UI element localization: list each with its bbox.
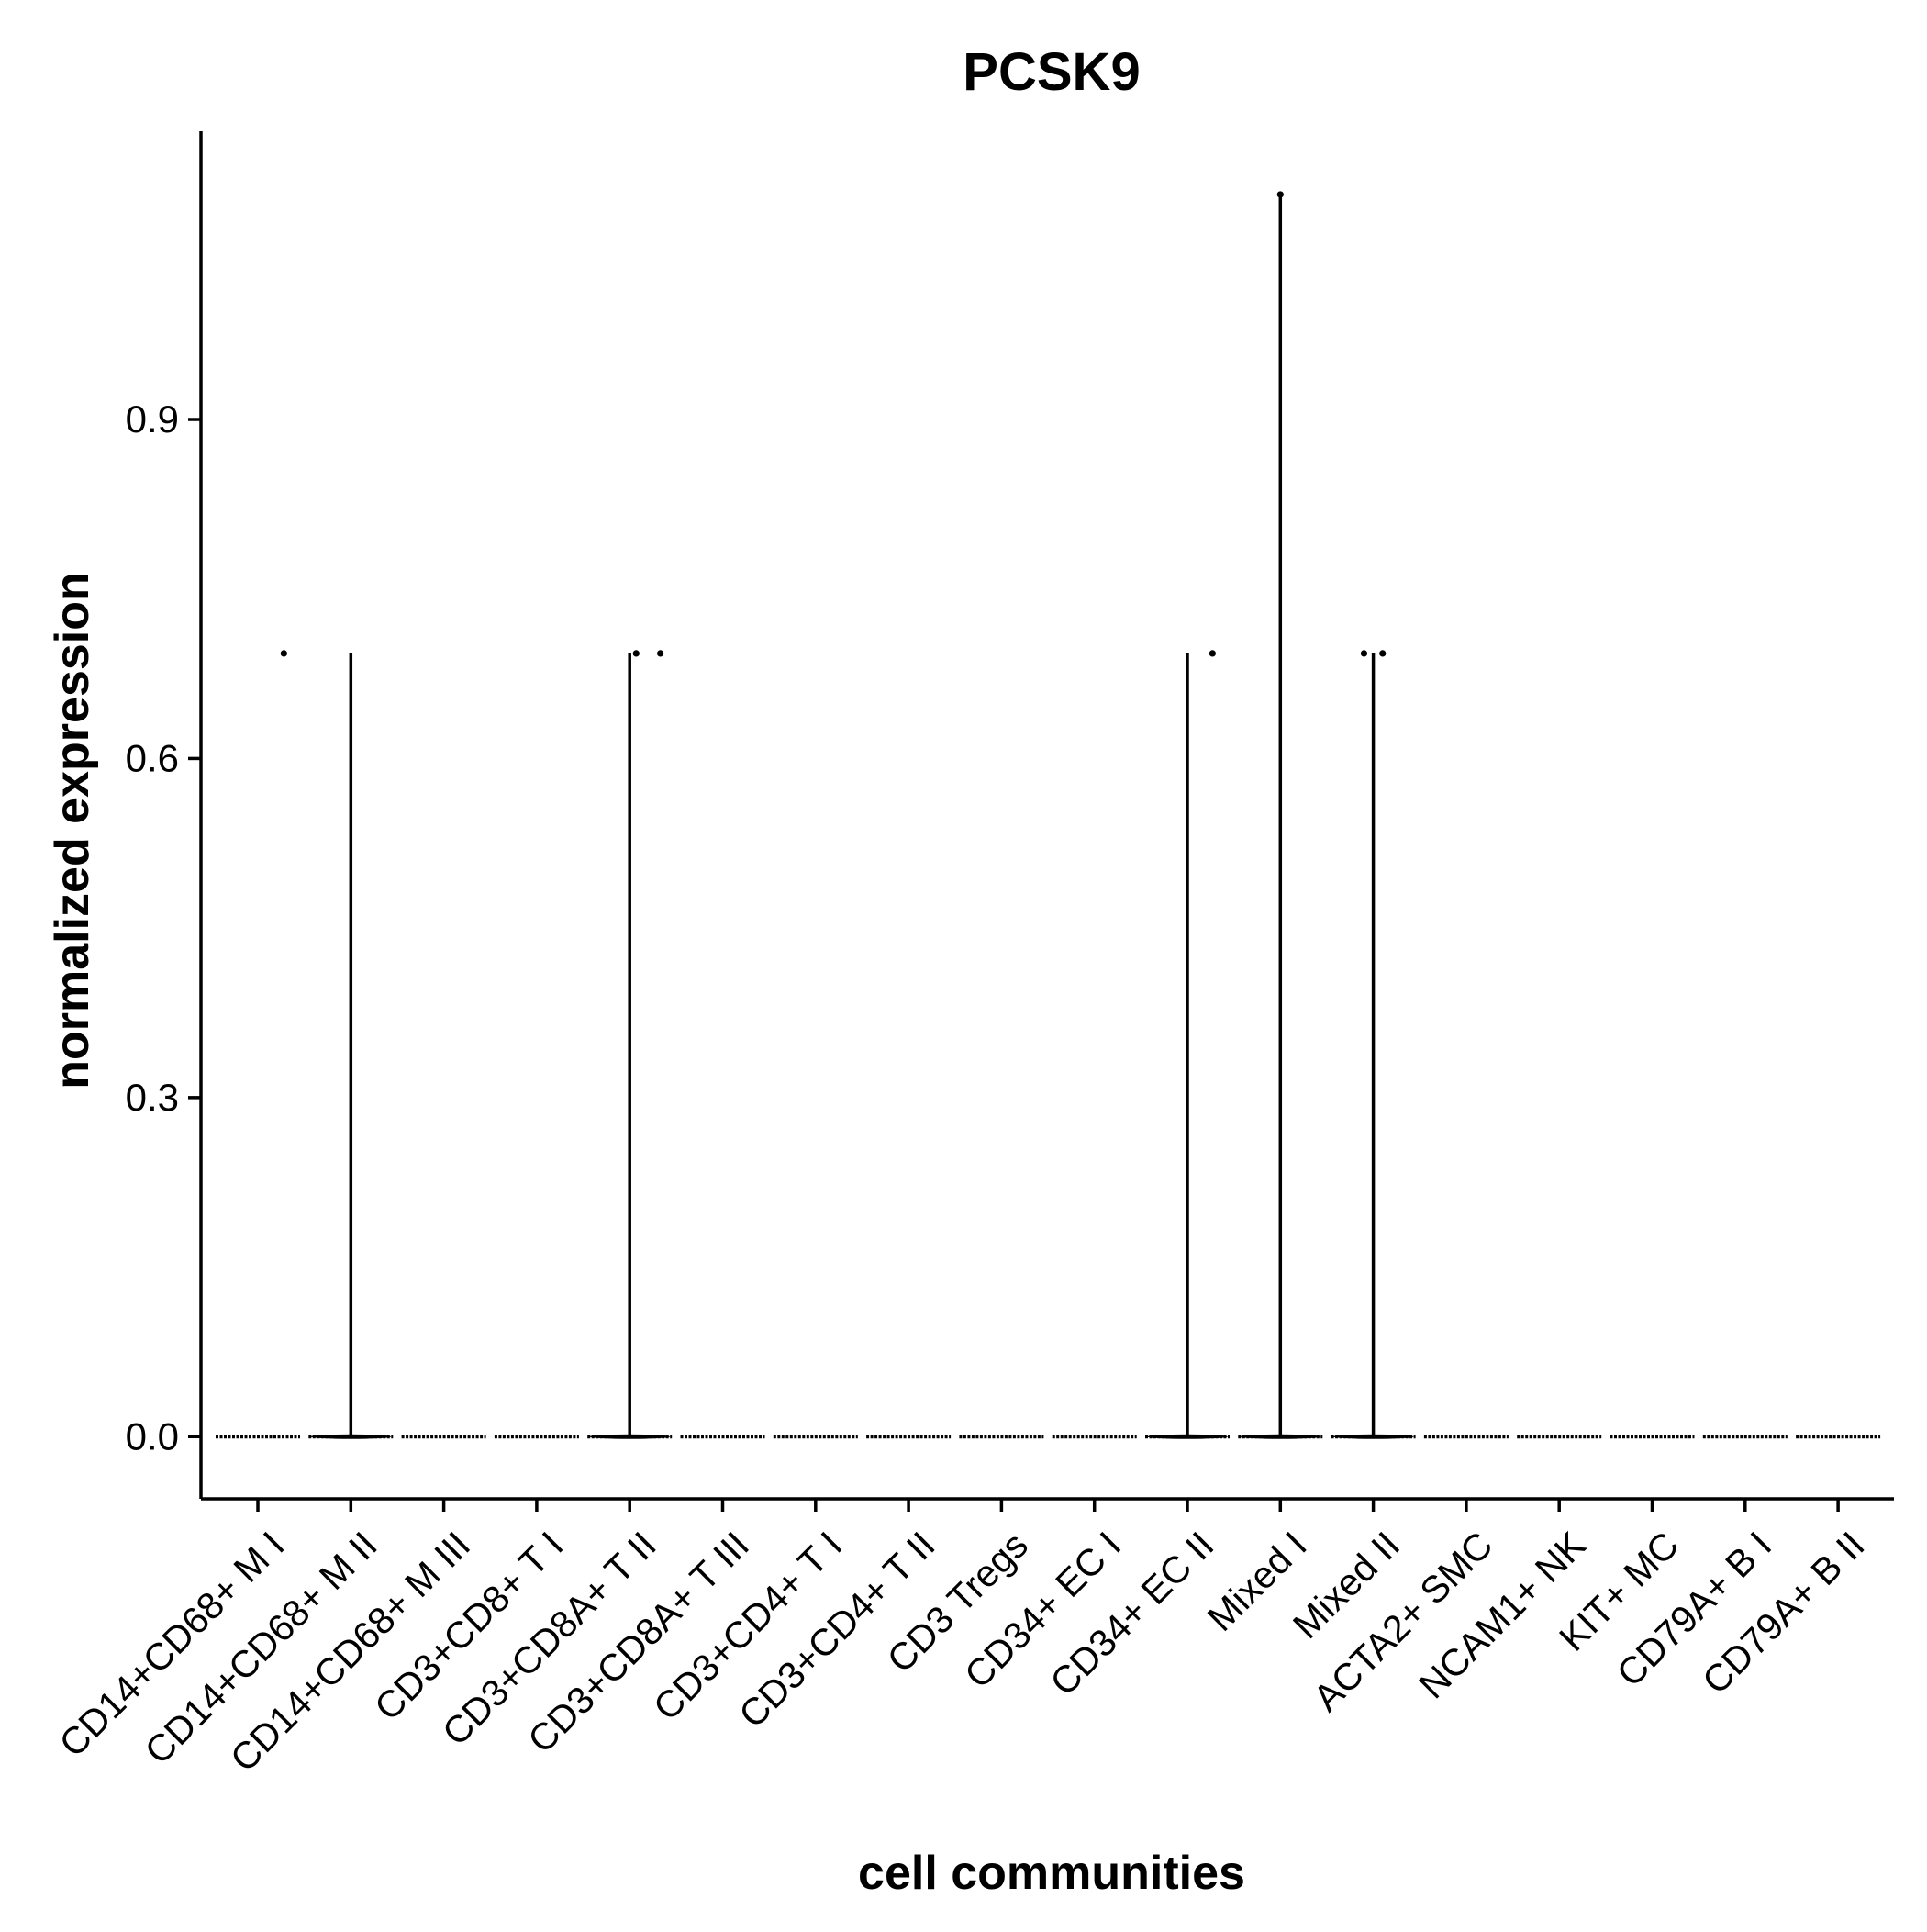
violin-base — [589, 1434, 671, 1439]
violin-base — [1240, 1434, 1321, 1439]
y-tick-label: 0.0 — [126, 1414, 179, 1457]
y-axis-title: normalized expression — [46, 572, 99, 1089]
x-tick-label: CD79A+ B II — [1694, 1524, 1872, 1702]
y-tick-label: 0.3 — [126, 1076, 179, 1119]
data-point — [280, 650, 287, 657]
x-axis-title: cell communities — [858, 1847, 1245, 1900]
violin-base — [310, 1434, 392, 1439]
violin-base — [1147, 1434, 1228, 1439]
data-point — [1276, 191, 1284, 198]
chart-title: PCSK9 — [963, 42, 1140, 102]
data-point — [1360, 650, 1368, 657]
y-tick-label: 0.6 — [126, 736, 179, 779]
data-point — [632, 650, 640, 657]
data-point — [1209, 650, 1216, 657]
y-tick-label: 0.9 — [126, 397, 179, 441]
x-tick-label: CD34+ EC II — [1041, 1524, 1221, 1703]
data-point — [1379, 650, 1387, 657]
data-point — [657, 650, 664, 657]
violin-base — [1332, 1434, 1414, 1439]
